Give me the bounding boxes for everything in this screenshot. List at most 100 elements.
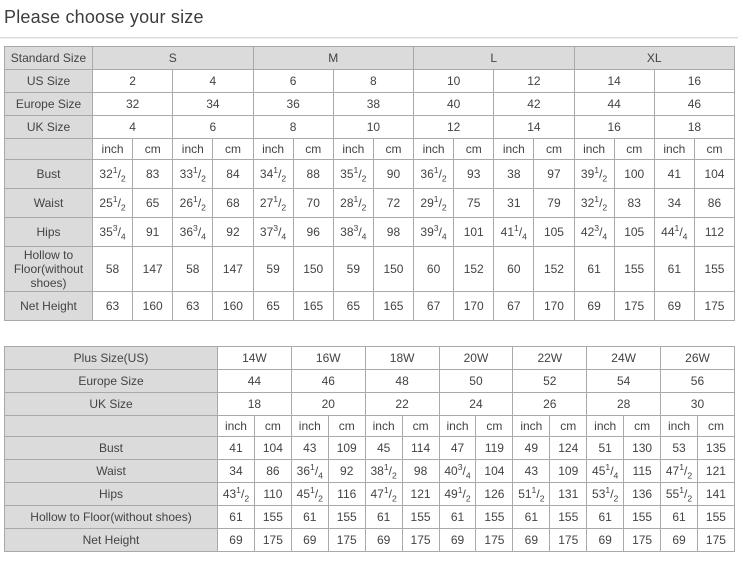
measure-cell: 63: [172, 291, 214, 321]
measure-cell: 155: [401, 505, 440, 529]
size-cell: 26W: [660, 346, 735, 370]
size-cell: 18W: [364, 346, 440, 370]
measure-cell: 69: [660, 528, 698, 552]
measure-cell: 170: [533, 291, 575, 321]
measure-cell: 160: [132, 291, 174, 321]
measure-cell: 96: [292, 217, 334, 247]
table-row: Net Height 63 160 63 160 65 165 65 165 67 170 67 170…: [4, 291, 736, 321]
size-cell: 8: [332, 69, 415, 93]
measure-cell: 175: [693, 291, 736, 321]
measure-cell: 451/2: [290, 482, 329, 506]
size-cell: 46: [290, 369, 366, 393]
measure-cell: 403/4: [438, 459, 477, 483]
size-cell: 36: [252, 92, 334, 116]
measure-cell: 170: [453, 291, 495, 321]
measure-cell: 67: [493, 291, 535, 321]
measure-cell: 331/2: [172, 159, 214, 189]
measure-cell: 363/4: [172, 217, 214, 247]
row-label: Hollow to Floor(without shoes): [4, 505, 218, 529]
measure-cell: 61: [586, 505, 625, 529]
table-row: Hollow to Floor(without shoes) 61 155 61 155…: [4, 505, 735, 529]
size-cell: 22W: [512, 346, 588, 370]
size-cell: 48: [364, 369, 440, 393]
size-cell: 56: [660, 369, 735, 393]
unit-cell: inch: [172, 138, 214, 160]
measure-cell: 155: [696, 505, 735, 529]
measure-cell: 175: [475, 528, 514, 552]
measure-cell: 61: [653, 246, 695, 292]
size-cell: 12: [493, 69, 575, 93]
measure-cell: 441/4: [653, 217, 695, 247]
measure-cell: 411/4: [493, 217, 535, 247]
measure-cell: 155: [693, 246, 736, 292]
size-cell: 24: [438, 392, 514, 416]
measure-cell: 155: [549, 505, 588, 529]
measure-cell: 69: [364, 528, 403, 552]
size-cell: 40: [413, 92, 495, 116]
measure-cell: 121: [401, 482, 440, 506]
size-cell: 32: [91, 92, 174, 116]
unit-cell: inch: [660, 415, 698, 437]
measure-cell: 124: [549, 436, 588, 460]
measure-cell: 431/2: [217, 482, 255, 506]
size-cell: 46: [653, 92, 736, 116]
row-label: Hips: [4, 482, 218, 506]
measure-cell: 150: [372, 246, 415, 292]
size-cell: M: [252, 46, 415, 70]
measure-cell: 175: [327, 528, 366, 552]
measure-cell: 86: [253, 459, 292, 483]
row-label: US Size: [4, 69, 93, 93]
measure-cell: 34: [653, 188, 695, 218]
unit-cell: cm: [693, 138, 736, 160]
measure-cell: 61: [512, 505, 551, 529]
measure-cell: 90: [372, 159, 415, 189]
measure-cell: 47: [438, 436, 477, 460]
row-label: Waist: [4, 188, 93, 218]
measure-cell: 83: [613, 188, 655, 218]
measure-cell: 98: [372, 217, 415, 247]
size-cell: 26: [512, 392, 588, 416]
measure-cell: 110: [253, 482, 292, 506]
measure-cell: 321/2: [573, 188, 615, 218]
measure-cell: 68: [212, 188, 254, 218]
measure-cell: 291/2: [413, 188, 455, 218]
measure-cell: 381/2: [364, 459, 403, 483]
size-cell: 10: [413, 69, 495, 93]
measure-cell: 88: [292, 159, 334, 189]
measure-cell: 175: [253, 528, 292, 552]
measure-cell: 261/2: [172, 188, 214, 218]
measure-cell: 109: [327, 436, 366, 460]
unit-cell: inch: [586, 415, 625, 437]
measure-cell: 51: [586, 436, 625, 460]
table-row: Hollow to Floor(without shoes) 58 147 58 147…: [4, 246, 736, 292]
size-cell: 54: [586, 369, 662, 393]
measure-cell: 84: [212, 159, 254, 189]
measure-cell: 155: [253, 505, 292, 529]
row-label: Standard Size: [4, 46, 93, 70]
measure-cell: 69: [573, 291, 615, 321]
row-label: Plus Size(US): [4, 346, 218, 370]
table-row: Waist 251/2 65 261/2 68 271/2 70 281/2 72 291/2 75…: [4, 188, 736, 218]
measure-cell: 165: [372, 291, 415, 321]
measure-cell: 147: [212, 246, 254, 292]
size-cell: XL: [573, 46, 736, 70]
measure-cell: 92: [212, 217, 254, 247]
measure-cell: 136: [623, 482, 662, 506]
row-label: Hips: [4, 217, 93, 247]
measure-cell: 60: [493, 246, 535, 292]
measure-cell: 147: [132, 246, 174, 292]
measure-cell: 131: [549, 482, 588, 506]
measure-cell: 65: [332, 291, 374, 321]
size-cell: 12: [413, 115, 495, 139]
measure-cell: 69: [512, 528, 551, 552]
unit-cell: cm: [475, 415, 514, 437]
size-cell: 22: [364, 392, 440, 416]
measure-cell: 152: [453, 246, 495, 292]
standard-size-table: Standard Size S M L XL US Size 2 4 6 8 10 12 14 16 Eur…: [4, 46, 736, 321]
measure-cell: 281/2: [332, 188, 374, 218]
measure-cell: 61: [660, 505, 698, 529]
measure-cell: 126: [475, 482, 514, 506]
row-label: Europe Size: [4, 92, 93, 116]
table-row: inch cm inch cm inch cm inch cm inch cm inch cm inch…: [4, 138, 736, 160]
measure-cell: 114: [401, 436, 440, 460]
